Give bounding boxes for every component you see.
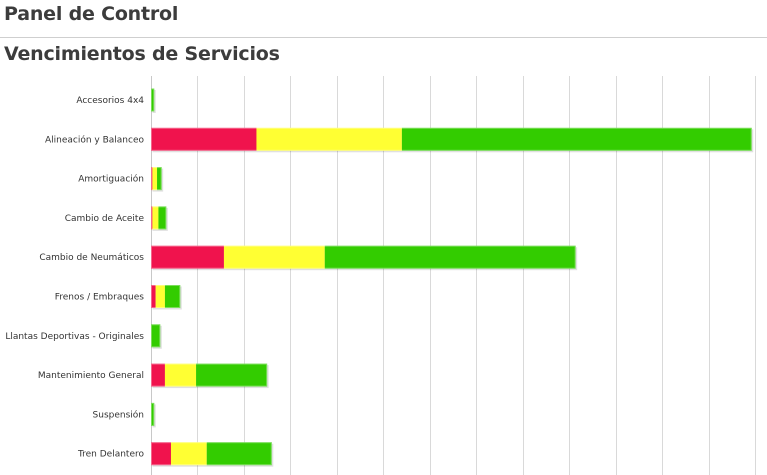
- bar-outline: [151, 324, 161, 348]
- bar-segment-green[interactable]: [158, 206, 167, 230]
- category-label: Accesorios 4x4: [76, 96, 144, 106]
- category-label: Tren Delantero: [77, 450, 145, 460]
- category-label: Frenos / Embraques: [55, 293, 145, 303]
- services-expiration-chart: Accesorios 4x4 Alineación y Balanceo Amort…: [5, 76, 756, 475]
- bar-row: [151, 442, 274, 467]
- bar-segment-red[interactable]: [151, 442, 171, 466]
- bar-outline: [151, 402, 155, 426]
- bar-segment-red[interactable]: [151, 363, 165, 387]
- bar-segment-yellow[interactable]: [256, 127, 402, 151]
- bar-segment-yellow[interactable]: [164, 363, 197, 387]
- bar-outline: [151, 127, 752, 151]
- bar-row: [151, 245, 578, 271]
- section-title: Vencimientos de Servicios: [4, 43, 280, 65]
- category-label: Cambio de Neumáticos: [39, 253, 144, 263]
- bar-segment-green[interactable]: [401, 127, 752, 151]
- bar-row: [151, 206, 168, 231]
- bar-segment-yellow[interactable]: [170, 442, 207, 466]
- bar-row: [151, 363, 269, 389]
- bar-segment-red[interactable]: [151, 127, 257, 151]
- category-labels: Accesorios 4x4 Alineación y Balanceo Amort…: [5, 96, 144, 460]
- bar-segment-green[interactable]: [151, 88, 155, 112]
- bar-outline: [151, 363, 268, 387]
- bar-outline: [151, 442, 272, 466]
- category-label: Llantas Deportivas - Originales: [5, 332, 144, 342]
- bar-segment-green[interactable]: [151, 402, 155, 426]
- bar-row: [151, 127, 754, 153]
- page-title: Panel de Control: [4, 3, 179, 25]
- category-label: Suspensión: [93, 409, 144, 420]
- bar-segment-green[interactable]: [324, 245, 576, 269]
- top-header: Panel de Control: [0, 0, 767, 38]
- bar-segment-red[interactable]: [151, 285, 156, 308]
- bar-segment-yellow[interactable]: [152, 167, 158, 191]
- category-label: Amortiguación: [78, 174, 144, 185]
- category-label: Cambio de Aceite: [65, 214, 145, 224]
- bar-row: [151, 285, 182, 310]
- category-label: Alineación y Balanceo: [45, 134, 145, 145]
- bar-segment-yellow[interactable]: [155, 285, 165, 308]
- bar-outline: [151, 206, 167, 230]
- bar-segment-green[interactable]: [196, 363, 268, 387]
- category-label: Mantenimiento General: [38, 371, 144, 381]
- bar-segment-green[interactable]: [151, 324, 161, 348]
- bar-row: [151, 402, 156, 428]
- bar-segment-red[interactable]: [151, 206, 153, 230]
- bar-segment-green[interactable]: [206, 442, 272, 466]
- bars: [151, 88, 754, 467]
- bar-segment-green[interactable]: [164, 285, 181, 308]
- bar-row: [151, 167, 164, 192]
- bar-row: [151, 324, 162, 349]
- bar-outline: [151, 88, 155, 112]
- bar-outline: [151, 245, 576, 269]
- bar-segment-green[interactable]: [157, 167, 162, 191]
- bar-segment-yellow[interactable]: [223, 245, 325, 269]
- bar-segment-yellow[interactable]: [152, 206, 159, 230]
- bar-outline: [151, 285, 181, 308]
- bar-outline: [151, 167, 162, 191]
- bar-row: [151, 88, 156, 113]
- bar-segment-red[interactable]: [151, 245, 224, 269]
- bar-segment-red[interactable]: [151, 167, 153, 191]
